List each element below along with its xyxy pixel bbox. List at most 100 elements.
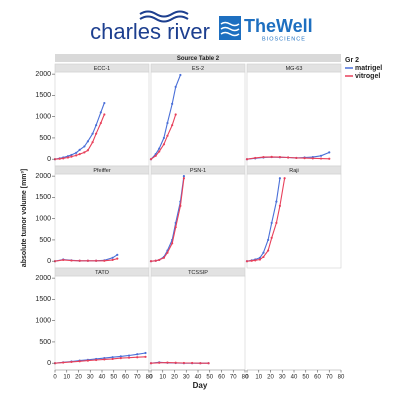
- data-point: [78, 152, 81, 156]
- data-point: [171, 242, 174, 245]
- x-tick-label: 20: [171, 375, 178, 381]
- data-point: [166, 134, 169, 137]
- x-tick-label: 80: [338, 375, 345, 381]
- data-point: [154, 259, 157, 262]
- data-point: [95, 259, 98, 262]
- panel-strip: [150, 267, 246, 277]
- data-point: [86, 359, 89, 362]
- data-point: [207, 362, 210, 365]
- logo-wave: [139, 10, 189, 18]
- data-point: [174, 113, 177, 116]
- data-point: [162, 136, 166, 140]
- data-point: [83, 151, 86, 154]
- x-tick-label: 60: [314, 375, 321, 381]
- data-point: [262, 255, 265, 259]
- x-tick-label: 10: [255, 375, 262, 381]
- data-point: [158, 147, 161, 150]
- data-point: [95, 132, 98, 135]
- x-tick-label: 70: [134, 375, 141, 381]
- data-point: [70, 259, 73, 262]
- data-point: [58, 157, 61, 160]
- data-point: [245, 158, 249, 161]
- data-point: [182, 361, 185, 365]
- panel-strip: [54, 63, 150, 73]
- y-axis-label: absolute tumor volume [mm³]: [21, 169, 28, 267]
- x-tick-label: 0: [149, 375, 153, 381]
- data-point: [179, 73, 182, 77]
- data-point: [75, 151, 78, 154]
- x-tick-label: 40: [291, 375, 298, 381]
- data-point: [319, 154, 323, 157]
- panel: [246, 71, 342, 167]
- data-point: [250, 259, 253, 262]
- data-point: [182, 177, 185, 180]
- y-tick-label: 1500: [35, 92, 51, 99]
- data-point: [78, 148, 81, 151]
- data-point: [111, 357, 114, 361]
- data-point: [136, 356, 139, 359]
- data-point: [303, 157, 306, 160]
- legend-label: matrigel: [355, 65, 382, 72]
- x-tick-label: 50: [110, 375, 117, 381]
- data-point: [149, 158, 153, 161]
- data-point: [258, 256, 262, 259]
- data-point: [275, 200, 278, 203]
- data-point: [328, 157, 331, 160]
- panel: [54, 275, 150, 371]
- data-point: [174, 85, 177, 88]
- data-point: [62, 258, 65, 262]
- data-point: [66, 156, 70, 159]
- x-tick-label: 80: [242, 375, 249, 381]
- data-line: [54, 356, 146, 364]
- x-tick-label: 30: [279, 375, 286, 381]
- data-point: [283, 177, 286, 180]
- panel-strip: [150, 63, 246, 73]
- data-point: [91, 141, 94, 144]
- data-point: [99, 111, 102, 114]
- data-point: [328, 151, 331, 154]
- data-point: [86, 149, 89, 152]
- panel-strip: [150, 165, 246, 175]
- y-tick-label: 2000: [35, 71, 51, 78]
- x-tick-label: 10: [159, 375, 166, 381]
- data-point: [275, 221, 278, 225]
- panel: [246, 173, 342, 269]
- logo-icon-wave: [220, 21, 240, 37]
- y-tick-label: 2000: [35, 275, 51, 282]
- y-tick-label: 1000: [35, 318, 51, 325]
- data-point: [99, 121, 102, 125]
- panel: [150, 275, 246, 371]
- data-point: [254, 156, 257, 160]
- data-point: [70, 360, 73, 364]
- data-point: [62, 361, 65, 364]
- y-tick-label: 0: [47, 360, 51, 367]
- data-point: [116, 253, 119, 256]
- panel-strip: [246, 63, 342, 73]
- data-point: [270, 221, 273, 225]
- logo-subtext: BIOSCIENCE: [262, 36, 306, 42]
- data-point: [103, 259, 106, 262]
- panel-strip: [54, 267, 150, 277]
- data-point: [319, 157, 323, 160]
- y-tick-label: 2000: [35, 173, 51, 180]
- data-point: [158, 361, 161, 364]
- y-tick-label: 1000: [35, 216, 51, 223]
- panel-title: Pfeiffer: [93, 168, 110, 174]
- panel-title: ECC-1: [94, 66, 111, 72]
- data-point: [111, 258, 114, 262]
- data-point: [144, 355, 147, 358]
- data-point: [182, 175, 185, 178]
- x-tick-label: 10: [63, 375, 70, 381]
- y-tick-label: 1500: [35, 296, 51, 303]
- data-line: [150, 362, 209, 364]
- data-point: [245, 260, 249, 263]
- data-point: [119, 355, 122, 358]
- title-strip: [55, 54, 341, 62]
- data-point: [254, 259, 257, 262]
- panel-title: ES-2: [192, 66, 204, 72]
- y-tick-label: 500: [39, 135, 51, 142]
- x-tick-label: 30: [87, 375, 94, 381]
- data-point: [171, 102, 174, 106]
- y-tick-label: 0: [47, 156, 51, 163]
